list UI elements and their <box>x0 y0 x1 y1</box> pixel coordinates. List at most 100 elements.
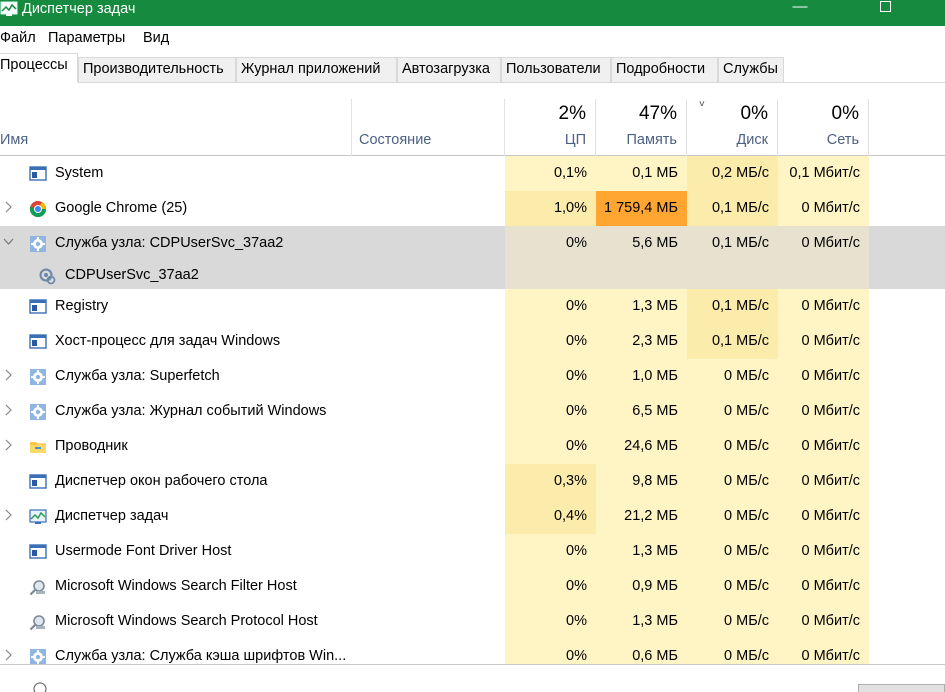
header-disk[interactable]: ˅ 0% Диск <box>687 99 778 156</box>
tab-startup[interactable]: Автозагрузка <box>397 57 501 82</box>
process-table: System 0,1% 0,1 МБ 0,2 МБ/с 0,1 Мбит/с Google… <box>0 156 945 664</box>
end-task-button[interactable] <box>858 684 945 692</box>
process-row[interactable]: Диспетчер задач 0,4% 21,2 МБ 0 МБ/с 0 Мбит/с <box>0 499 945 534</box>
process-row[interactable]: Служба узла: CDPUserSvc_37aa2 0% 5,6 МБ 0,1… <box>0 226 945 261</box>
service-gear-icon <box>29 368 47 386</box>
process-name: CDPUserSvc_37aa2 <box>65 267 199 283</box>
memory-cell: 1,0 МБ <box>596 359 687 394</box>
process-child-row[interactable]: CDPUserSvc_37aa2 <box>0 261 945 289</box>
process-row[interactable]: Диспетчер окон рабочего стола 0,3% 9,8 МБ 0… <box>0 464 945 499</box>
process-row[interactable]: Служба узла: Служба кэша шрифтов Win... 0… <box>0 639 945 664</box>
process-row[interactable]: Usermode Font Driver Host 0% 1,3 МБ 0 МБ/с 0… <box>0 534 945 569</box>
process-row[interactable]: Google Chrome (25) 1,0% 1 759,4 МБ 0,1 МБ/с… <box>0 191 945 226</box>
menu-view[interactable]: Вид <box>143 30 170 46</box>
network-cell: 0 Мбит/с <box>778 429 869 464</box>
process-row[interactable]: System 0,1% 0,1 МБ 0,2 МБ/с 0,1 Мбит/с <box>0 156 945 191</box>
process-row[interactable]: Microsoft Windows Search Protocol Host 0%… <box>0 604 945 639</box>
process-row[interactable]: Проводник 0% 24,6 МБ 0 МБ/с 0 Мбит/с <box>0 429 945 464</box>
column-header: Имя Состояние 2% ЦП 47% Память ˅ 0% Диск… <box>0 99 945 156</box>
footer <box>0 665 945 692</box>
process-row[interactable]: Хост-процесс для задач Windows 0% 2,3 МБ 0,… <box>0 324 945 359</box>
network-cell: 0 Мбит/с <box>778 604 869 639</box>
header-cpu[interactable]: 2% ЦП <box>505 99 596 156</box>
network-cell: 0 Мбит/с <box>778 499 869 534</box>
memory-total-percent: 47% <box>638 103 677 124</box>
header-network-label: Сеть <box>826 132 859 148</box>
memory-cell: 9,8 МБ <box>596 464 687 499</box>
process-row[interactable]: Служба узла: Журнал событий Windows 0% 6,5… <box>0 394 945 429</box>
tab-app-history[interactable]: Журнал приложений <box>236 57 397 82</box>
tab-bar: Процессы Производительность Журнал прило… <box>0 53 945 83</box>
memory-cell: 0,6 МБ <box>596 639 687 664</box>
chrome-icon <box>29 200 47 218</box>
network-cell: 0 Мбит/с <box>778 464 869 499</box>
tab-details[interactable]: Подробности <box>611 57 718 82</box>
service-gear-icon <box>29 403 47 421</box>
header-name[interactable]: Имя <box>0 99 352 156</box>
memory-cell: 1 759,4 МБ <box>596 191 687 226</box>
header-status[interactable]: Состояние <box>352 99 505 156</box>
memory-cell: 6,5 МБ <box>596 394 687 429</box>
tab-performance[interactable]: Производительность <box>78 57 236 82</box>
process-name: Диспетчер задач <box>55 508 169 524</box>
window-icon <box>29 473 47 491</box>
network-cell: 0 Мбит/с <box>778 359 869 394</box>
sort-indicator-icon: ˅ <box>699 99 705 110</box>
network-total-percent: 0% <box>831 103 859 124</box>
disk-cell: 0,1 МБ/с <box>687 191 778 226</box>
chevron-right-icon[interactable] <box>3 200 13 214</box>
memory-cell: 0,1 МБ <box>596 156 687 191</box>
process-name: Хост-процесс для задач Windows <box>55 333 281 349</box>
process-row[interactable]: Microsoft Windows Search Filter Host 0% 0,… <box>0 569 945 604</box>
maximize-button[interactable] <box>862 0 908 20</box>
memory-cell: 24,6 МБ <box>596 429 687 464</box>
cpu-cell: 0% <box>505 226 596 261</box>
menu-options[interactable]: Параметры <box>48 30 126 46</box>
disk-cell: 0 МБ/с <box>687 639 778 664</box>
service-gear-icon <box>29 235 47 253</box>
disk-cell <box>687 261 778 289</box>
disk-cell: 0 МБ/с <box>687 394 778 429</box>
chevron-right-icon[interactable] <box>3 648 13 662</box>
process-row[interactable]: Registry 0% 1,3 МБ 0,1 МБ/с 0 Мбит/с <box>0 289 945 324</box>
menu-bar: Файл Параметры Вид <box>0 26 945 50</box>
process-row[interactable]: Служба узла: Superfetch 0% 1,0 МБ 0 МБ/с 0 М… <box>0 359 945 394</box>
process-name: Служба узла: Журнал событий Windows <box>55 403 327 419</box>
process-name: Служба узла: Служба кэша шрифтов Win... <box>55 648 347 664</box>
disk-cell: 0,1 МБ/с <box>687 289 778 324</box>
network-cell: 0 Мбит/с <box>778 226 869 261</box>
fewer-details-icon[interactable] <box>33 682 47 692</box>
window-icon <box>29 165 47 183</box>
tab-users[interactable]: Пользователи <box>501 57 611 82</box>
cpu-cell: 0% <box>505 324 596 359</box>
process-name: Диспетчер окон рабочего стола <box>55 473 268 489</box>
title-bar[interactable]: Диспетчер задач — <box>0 0 945 26</box>
chevron-right-icon[interactable] <box>3 368 13 382</box>
header-network[interactable]: 0% Сеть <box>778 99 869 156</box>
minimize-button[interactable]: — <box>792 0 808 15</box>
chevron-right-icon[interactable] <box>3 403 13 417</box>
process-name: Registry <box>55 298 109 314</box>
network-cell: 0 Мбит/с <box>778 289 869 324</box>
service-gear-icon <box>29 648 47 664</box>
disk-cell: 0 МБ/с <box>687 359 778 394</box>
network-cell: 0 Мбит/с <box>778 191 869 226</box>
network-cell: 0 Мбит/с <box>778 534 869 569</box>
cpu-cell: 0% <box>505 394 596 429</box>
disk-cell: 0 МБ/с <box>687 569 778 604</box>
chevron-right-icon[interactable] <box>3 438 13 452</box>
process-name: Google Chrome (25) <box>55 200 188 216</box>
tab-services[interactable]: Службы <box>718 57 784 82</box>
chevron-right-icon[interactable] <box>3 508 13 522</box>
folder-icon <box>29 438 47 456</box>
cpu-cell: 0% <box>505 569 596 604</box>
menu-file[interactable]: Файл <box>0 30 36 46</box>
memory-cell: 1,3 МБ <box>596 604 687 639</box>
chevron-down-icon[interactable] <box>3 235 14 249</box>
tab-processes[interactable]: Процессы <box>0 53 78 83</box>
window-title: Диспетчер задач <box>22 1 136 17</box>
memory-cell: 0,9 МБ <box>596 569 687 604</box>
memory-cell: 2,3 МБ <box>596 324 687 359</box>
disk-cell: 0,1 МБ/с <box>687 226 778 261</box>
header-memory[interactable]: 47% Память <box>596 99 687 156</box>
